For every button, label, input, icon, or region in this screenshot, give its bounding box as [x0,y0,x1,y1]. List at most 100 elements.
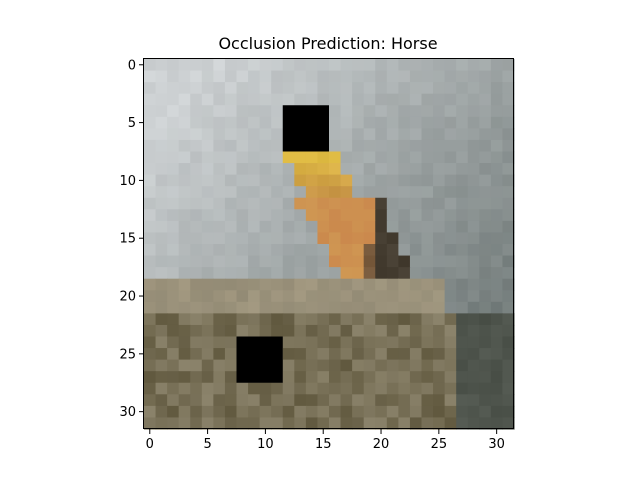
pixel-cell [259,70,272,83]
pixel-cell [502,220,515,234]
pixel-cell [479,313,492,326]
pixel-cell [433,174,446,187]
pixel-cell [178,151,191,164]
pixel-cell [352,116,365,129]
pixel-cell [398,301,411,314]
pixel-cell [144,174,157,187]
pixel-cell [502,417,515,430]
pixel-cell [155,186,168,199]
pixel-cell [456,186,469,199]
pixel-cell [502,82,515,95]
pixel-cell [490,232,504,245]
pixel-cell [421,244,434,257]
pixel-cell [144,139,157,153]
pixel-cell [467,186,480,199]
pixel-cell [317,174,330,187]
pixel-cell [409,348,423,361]
pixel-cell [456,359,469,372]
pixel-cell [352,290,365,303]
pixel-cell [236,417,249,430]
pixel-cell [363,255,376,268]
pixel-cell [363,244,376,257]
pixel-cell [363,116,376,129]
pixel-cell [167,70,180,83]
pixel-cell [294,267,307,280]
pixel-cell [398,59,411,72]
pixel-cell [421,105,434,118]
pixel-cell [259,174,272,187]
pixel-cell [433,163,446,176]
pixel-cell [190,197,203,210]
pixel-cell [248,70,261,83]
pixel-cell [248,278,261,291]
pixel-cell [224,359,238,372]
pixel-cell [502,163,515,176]
pixel-cell [433,59,446,72]
pixel-cell [490,267,504,280]
pixel-cell [305,82,319,95]
pixel-cell [444,417,457,430]
pixel-cell [409,405,423,419]
pixel-cell [363,382,376,395]
pixel-cell [271,128,284,141]
pixel-cell [144,197,157,210]
pixel-cell [421,128,434,141]
pixel-cell [444,82,457,95]
pixel-cell [502,244,515,257]
pixel-cell [213,220,226,234]
pixel-cell [305,359,319,372]
pixel-cell [294,324,307,338]
pixel-cell [375,290,388,303]
pixel-cell [363,313,376,326]
pixel-cell [155,382,168,395]
pixel-cell [236,290,249,303]
pixel-cell [167,405,180,419]
pixel-cell [490,174,504,187]
pixel-cell [363,209,376,222]
pixel-cell [421,93,434,106]
pixel-cell [490,163,504,176]
pixel-cell [363,105,376,118]
pixel-cell [178,278,191,291]
pixel-cell [317,151,330,164]
pixel-cell [329,197,342,210]
x-tick-label: 20 [373,437,390,452]
pixel-cell [421,232,434,245]
pixel-cell [248,163,261,176]
pixel-cell [340,174,353,187]
pixel-cell [155,220,168,234]
pixel-cell [502,93,515,106]
pixel-cell [167,382,180,395]
pixel-cell [409,394,423,407]
pixel-cell [363,128,376,141]
pixel-cell [352,359,365,372]
pixel-cell [282,382,295,395]
pixel-cell [386,244,399,257]
pixel-cell [363,232,376,245]
pixel-cell [155,82,168,95]
pixel-cell [329,244,342,257]
pixel-cell [479,336,492,349]
pixel-cell [294,359,307,372]
pixel-cell [340,209,353,222]
pixel-cell [167,255,180,268]
pixel-cell [490,59,504,72]
pixel-cell [329,151,342,164]
pixel-cell [282,232,295,245]
pixel-cell [421,255,434,268]
pixel-cell [248,255,261,268]
pixel-cell [329,359,342,372]
pixel-cell [502,336,515,349]
pixel-cell [178,82,191,95]
pixel-cell [329,382,342,395]
pixel-cell [479,267,492,280]
pixel-cell [409,197,423,210]
pixel-cell [248,220,261,234]
pixel-cell [409,313,423,326]
pixel-cell [467,313,480,326]
pixel-cell [224,371,238,384]
pixel-cell [329,324,342,338]
pixel-cell [317,359,330,372]
pixel-cell [456,163,469,176]
pixel-cell [421,405,434,419]
